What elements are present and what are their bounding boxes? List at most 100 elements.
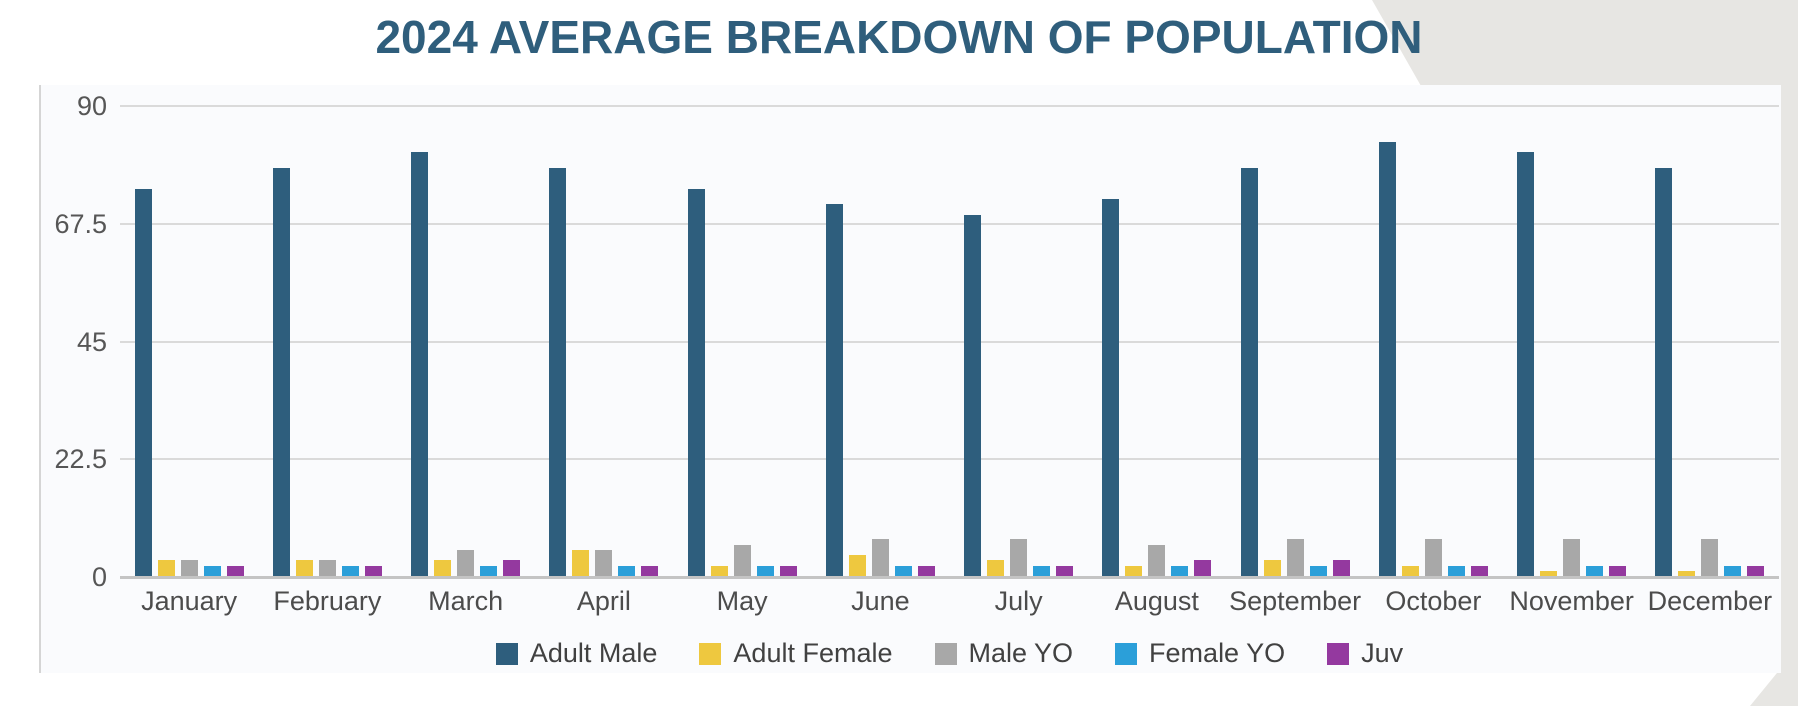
legend-label-juv: Juv <box>1361 638 1404 668</box>
bar-group-july <box>950 105 1088 576</box>
bar-female-yo-march <box>480 565 498 576</box>
bar-adult-male-april <box>549 167 567 576</box>
bar-group-february <box>258 105 396 576</box>
bar-female-yo-september <box>1309 565 1327 576</box>
legend: Adult Male Adult Female Male YO Female YO Ju… <box>120 638 1779 669</box>
bar-female-yo-august <box>1171 565 1189 576</box>
y-tick-label-22.5: 22.5 <box>54 444 107 475</box>
legend-item-adult-female: Adult Female <box>699 638 893 669</box>
bar-adult-male-september <box>1240 167 1258 576</box>
bar-group-may <box>673 105 811 576</box>
bar-female-yo-february <box>341 565 359 576</box>
gridline-90 <box>120 105 1779 107</box>
x-tick-label-january: January <box>141 586 238 616</box>
bar-juv-august <box>1194 560 1212 576</box>
bar-juv-march <box>503 560 521 576</box>
bar-adult-male-november <box>1517 152 1535 576</box>
bar-male-yo-september <box>1286 539 1304 576</box>
bar-female-yo-june <box>894 565 912 576</box>
bar-group-january <box>120 105 258 576</box>
legend-label-male-yo: Male YO <box>968 638 1074 668</box>
legend-item-male-yo: Male YO <box>934 638 1074 669</box>
bar-female-yo-january <box>203 565 221 576</box>
bar-adult-female-november <box>1540 570 1558 576</box>
bar-male-yo-february <box>318 560 336 576</box>
x-axis: January February March April May June July Augu… <box>120 583 1779 619</box>
bar-adult-male-july <box>964 214 982 576</box>
bar-group-october <box>1364 105 1502 576</box>
bar-group-april <box>535 105 673 576</box>
bar-juv-january <box>226 565 244 576</box>
x-tick-label-december: December <box>1647 586 1773 616</box>
x-tick-label-march: March <box>428 586 504 616</box>
bar-female-yo-october <box>1447 565 1465 576</box>
legend-swatch-adult-female <box>699 642 722 665</box>
legend-label-female-yo: Female YO <box>1149 638 1286 668</box>
y-tick-label-90: 90 <box>76 91 107 121</box>
bar-adult-female-june <box>848 555 866 576</box>
bar-male-yo-october <box>1424 539 1442 576</box>
bar-female-yo-december <box>1724 565 1742 576</box>
bar-female-yo-may <box>756 565 774 576</box>
bar-adult-female-october <box>1401 565 1419 576</box>
legend-item-adult-male: Adult Male <box>495 638 658 669</box>
chart-title: 2024 AVERAGE BREAKDOWN OF POPULATION <box>375 11 1423 63</box>
bar-adult-female-march <box>434 560 452 576</box>
bar-juv-may <box>779 565 797 576</box>
bar-adult-female-december <box>1678 570 1696 576</box>
legend-swatch-male-yo <box>934 642 957 665</box>
bar-juv-december <box>1747 565 1765 576</box>
x-tick-label-april: April <box>576 586 631 616</box>
bar-male-yo-april <box>595 549 613 576</box>
bar-female-yo-july <box>1033 565 1051 576</box>
y-tick-label-67.5: 67.5 <box>54 208 107 239</box>
legend-label-adult-male: Adult Male <box>529 638 658 668</box>
bar-male-yo-march <box>457 549 475 576</box>
gridline-22.5 <box>120 458 1779 461</box>
bar-group-december <box>1641 105 1779 576</box>
x-tick-label-august: August <box>1114 586 1199 616</box>
legend-label-adult-female: Adult Female <box>733 638 893 668</box>
bar-juv-july <box>1056 565 1074 576</box>
legend-swatch-female-yo <box>1115 642 1138 665</box>
bar-adult-female-april <box>572 549 590 576</box>
legend-item-juv: Juv <box>1327 638 1403 669</box>
bar-male-yo-november <box>1563 539 1581 576</box>
bar-adult-male-march <box>411 152 429 576</box>
corner-decoration-shape <box>1372 0 1798 706</box>
plot-area <box>120 105 1779 576</box>
bar-adult-female-august <box>1125 565 1143 576</box>
bar-adult-male-august <box>1102 199 1120 576</box>
bar-male-yo-may <box>733 544 751 576</box>
legend-swatch-adult-male <box>495 642 518 665</box>
bar-adult-male-january <box>134 188 152 576</box>
bar-adult-female-july <box>987 560 1005 576</box>
gridline-45 <box>120 340 1779 343</box>
bar-group-march <box>397 105 535 576</box>
bar-juv-november <box>1609 565 1627 576</box>
bar-juv-april <box>641 565 659 576</box>
gridline-0 <box>120 576 1779 579</box>
bar-juv-june <box>917 565 935 576</box>
bar-group-september <box>1226 105 1364 576</box>
bar-adult-female-february <box>295 560 313 576</box>
legend-swatch-juv <box>1327 642 1350 665</box>
bar-group-august <box>1088 105 1226 576</box>
bar-adult-male-february <box>272 167 290 576</box>
x-tick-label-july: July <box>994 586 1043 616</box>
x-tick-label-february: February <box>273 586 382 616</box>
bar-adult-female-may <box>710 565 728 576</box>
legend-item-female-yo: Female YO <box>1115 638 1285 669</box>
bar-juv-february <box>364 565 382 576</box>
bar-male-yo-june <box>871 539 889 576</box>
bar-male-yo-august <box>1148 544 1166 576</box>
bar-group-june <box>811 105 949 576</box>
bar-group-november <box>1503 105 1641 576</box>
x-tick-label-october: October <box>1385 586 1482 616</box>
x-tick-label-september: September <box>1229 586 1362 616</box>
bar-adult-male-october <box>1378 141 1396 576</box>
x-tick-label-november: November <box>1509 586 1634 616</box>
bar-female-yo-november <box>1586 565 1604 576</box>
x-tick-label-may: May <box>716 586 768 616</box>
